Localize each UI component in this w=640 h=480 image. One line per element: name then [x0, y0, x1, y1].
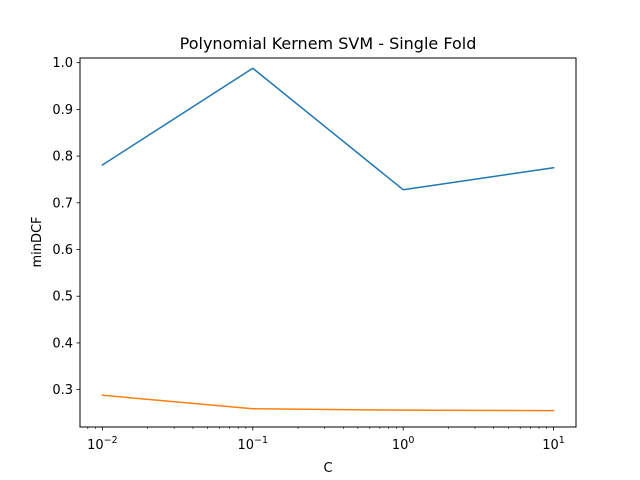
series-layer — [101, 67, 555, 412]
y-axis-ticks: 0.3 0.4 0.5 0.6 0.7 0.8 0.9 1.0 — [52, 56, 80, 398]
y-tick-label: 0.5 — [52, 290, 73, 305]
y-tick-label: 0.7 — [52, 196, 73, 211]
y-tick-label: 0.8 — [52, 150, 73, 165]
x-axis-ticks: 10−2 10−1 100 101 — [87, 427, 565, 453]
x-axis-label: C — [323, 461, 332, 476]
chart-title: Polynomial Kernem SVM - Single Fold — [180, 34, 477, 53]
y-tick-label: 0.4 — [52, 336, 73, 351]
x-tick-label: 100 — [392, 435, 415, 453]
y-tick-label: 0.9 — [52, 103, 73, 118]
x-tick-label: 10−2 — [87, 435, 118, 453]
x-tick-label: 10−1 — [237, 435, 268, 453]
y-tick-label: 0.3 — [52, 383, 73, 398]
plot-area-frame — [79, 57, 577, 428]
y-tick-label: 1.0 — [52, 56, 73, 71]
x-tick-label: 101 — [542, 435, 565, 453]
series-line-1 — [101, 67, 555, 191]
y-tick-label: 0.6 — [52, 243, 73, 258]
series-line-2 — [101, 394, 555, 412]
y-axis-label: minDCF — [30, 216, 45, 267]
